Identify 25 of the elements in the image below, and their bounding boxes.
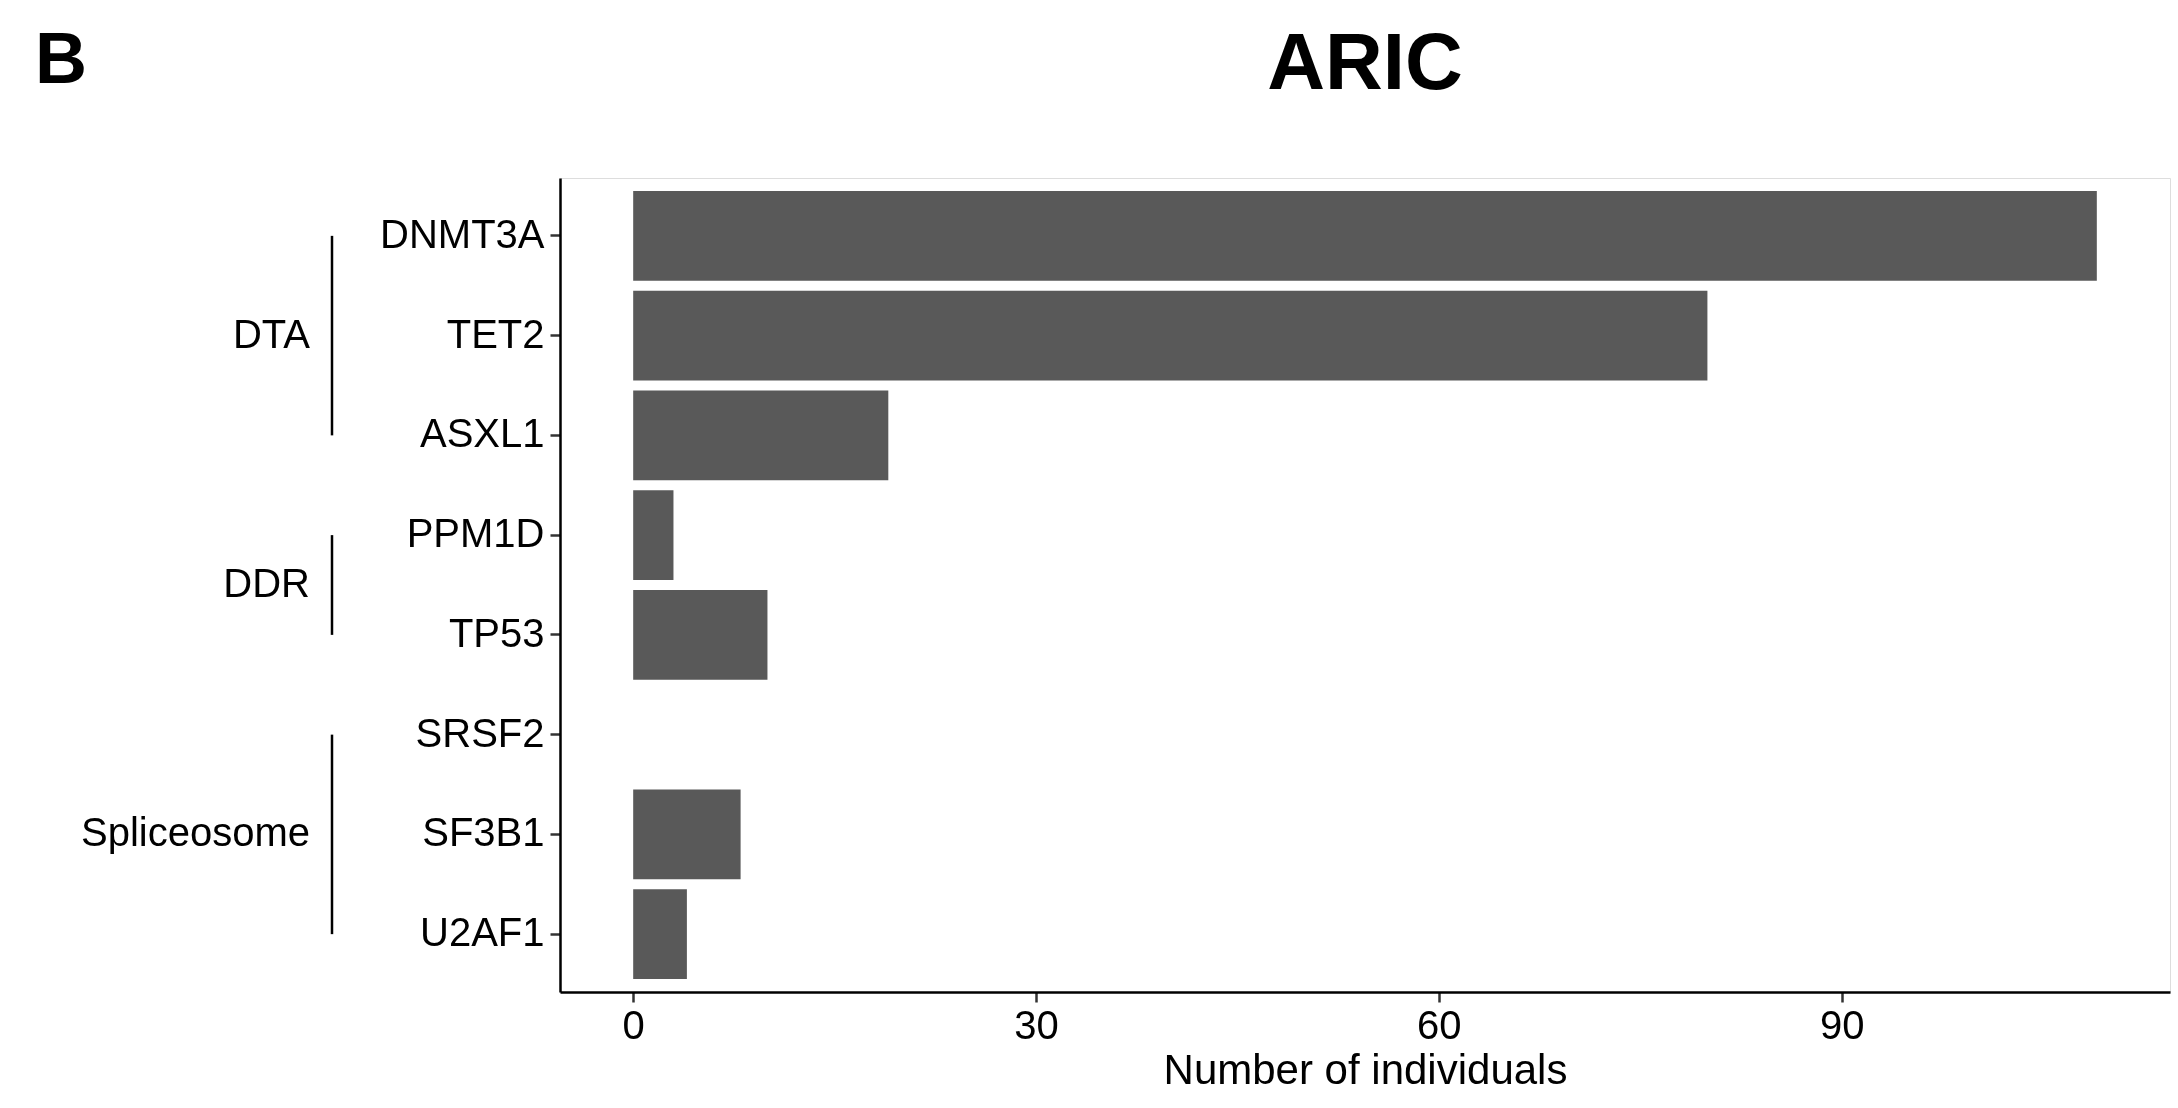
y-tick-label: ASXL1: [419, 411, 545, 456]
y-tick-label: SF3B1: [422, 810, 545, 855]
text: B: [35, 18, 87, 98]
y-tick-label: DNMT3A: [380, 211, 545, 256]
bar: [633, 290, 1708, 381]
x-tick-label: 90: [1819, 1002, 1865, 1047]
bar: [633, 490, 674, 581]
bar: [633, 889, 687, 980]
y-tick-label: U2AF1: [420, 910, 545, 955]
y-tick-label: PPM1D: [406, 511, 545, 556]
text: Spliceosome: [80, 810, 310, 855]
x-tick-label: 0: [622, 1002, 645, 1047]
x-tick-label: 60: [1417, 1002, 1462, 1047]
bar: [633, 589, 768, 680]
x-tick-label: 30: [1014, 1002, 1059, 1047]
bar: [633, 190, 2097, 281]
x-axis-title: Number of individuals: [1163, 1045, 1568, 1093]
y-tick-label: TP53: [448, 610, 545, 655]
y-tick-label: TET2: [446, 311, 545, 356]
bar: [633, 390, 889, 481]
text: DTA: [232, 311, 311, 356]
chart-title: ARIC: [1267, 17, 1463, 106]
y-tick-label: SRSF2: [415, 710, 545, 755]
bar: [633, 789, 741, 880]
text: DDR: [223, 561, 310, 605]
